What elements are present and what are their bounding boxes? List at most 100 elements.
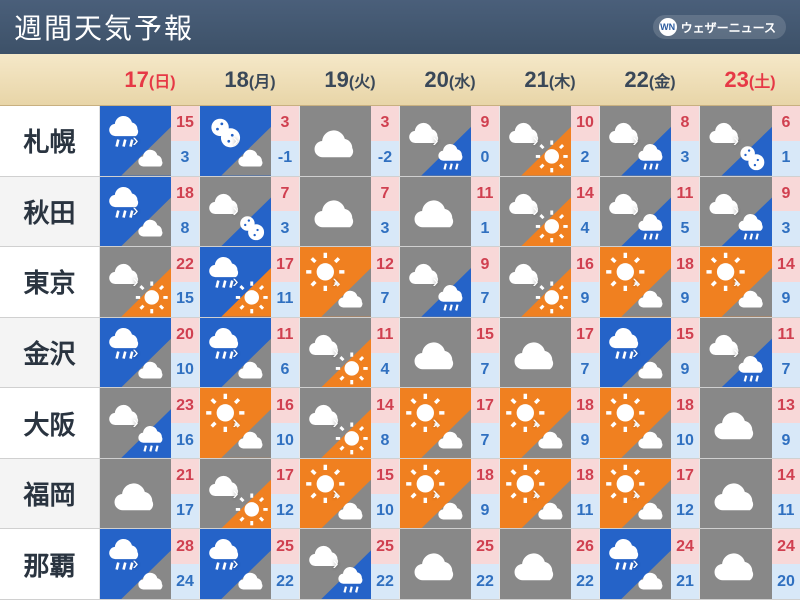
forecast-cell: 11 1	[400, 177, 500, 247]
weather-icon: ›	[300, 318, 371, 388]
city-row: 那覇 › 28 24 › 25 22 › 25 22 25 22 26 22	[0, 529, 800, 600]
temp-low: 9	[571, 282, 599, 317]
weather-icon: ›	[300, 529, 371, 599]
temp-low: 20	[772, 564, 800, 599]
date-header: 20(水)	[400, 54, 500, 105]
temp-low: 5	[671, 211, 699, 246]
forecast-cell: › 18 9	[400, 459, 500, 529]
temp-high: 12	[371, 247, 399, 282]
temp-high: 18	[671, 388, 699, 423]
brand-icon: WN	[659, 18, 677, 36]
forecast-cell: › 20 10	[100, 318, 200, 388]
temp-high: 11	[471, 177, 499, 212]
forecast-cell: › 15 9	[600, 318, 700, 388]
weather-icon: ›	[400, 106, 471, 176]
weather-icon: ›	[400, 247, 471, 317]
forecast-cell: › 18 9	[500, 388, 600, 458]
temp-high: 14	[772, 459, 800, 494]
temp-high: 17	[571, 318, 599, 353]
forecast-cell: › 11 7	[700, 318, 800, 388]
forecast-cell: 14 11	[700, 459, 800, 529]
temp-low: 7	[571, 353, 599, 388]
forecast-cell: › 9 7	[400, 247, 500, 317]
brand-badge: WN ウェザーニュース	[653, 15, 786, 39]
temp-high: 22	[171, 247, 199, 282]
temp-high: 3	[271, 106, 299, 141]
temp-high: 15	[671, 318, 699, 353]
temp-high: 10	[571, 106, 599, 141]
forecast-cell: › 23 16	[100, 388, 200, 458]
weather-icon	[400, 318, 471, 388]
temp-high: 25	[471, 529, 499, 564]
date-header-row: 17(日)18(月)19(火)20(水)21(木)22(金)23(土)	[0, 54, 800, 106]
forecast-cell: 3 -2	[300, 106, 400, 176]
forecast-cell: › 6 1	[700, 106, 800, 176]
temp-high: 28	[171, 529, 199, 564]
forecast-cell: › 7 3	[200, 177, 300, 247]
weather-icon: ›	[400, 459, 471, 529]
temp-high: 18	[571, 459, 599, 494]
temp-low: 3	[171, 141, 199, 176]
city-row: 札幌 › 15 3 › 3 -1 3 -2 › 9 0 › 10	[0, 106, 800, 177]
city-row: 福岡 21 17 › 17 12 › 15 10 › 18 9 ›	[0, 459, 800, 530]
temp-low: 7	[471, 423, 499, 458]
city-label: 大阪	[0, 388, 100, 458]
weather-icon	[700, 459, 772, 529]
temp-high: 11	[671, 177, 699, 212]
temp-low: 9	[671, 353, 699, 388]
weather-icon: ›	[300, 459, 371, 529]
forecast-cell: › 18 8	[100, 177, 200, 247]
temp-low: 10	[371, 494, 399, 529]
weather-icon: ›	[100, 247, 171, 317]
temp-low: -2	[371, 141, 399, 176]
weather-icon	[700, 529, 772, 599]
forecast-cell: 24 20	[700, 529, 800, 599]
forecast-cell: › 15 10	[300, 459, 400, 529]
temp-low: 9	[772, 282, 800, 317]
temp-low: 0	[471, 141, 499, 176]
temp-low: -1	[271, 141, 299, 176]
weather-icon: ›	[200, 459, 271, 529]
temp-high: 14	[371, 388, 399, 423]
temp-low: 9	[772, 423, 800, 458]
temp-low: 22	[271, 564, 299, 599]
temp-low: 8	[371, 423, 399, 458]
temp-high: 11	[371, 318, 399, 353]
temp-low: 7	[772, 353, 800, 388]
forecast-cell: 13 9	[700, 388, 800, 458]
weather-icon: ›	[100, 318, 171, 388]
temp-low: 22	[471, 564, 499, 599]
date-header: 18(月)	[200, 54, 300, 105]
page-title: 週間天気予報	[14, 7, 194, 47]
weather-icon: ›	[700, 177, 772, 247]
city-row: 東京 › 22 15 › 17 11 › 12 7 › 9 7	[0, 247, 800, 318]
forecast-cell: › 11 5	[600, 177, 700, 247]
forecast-cell: › 18 10	[600, 388, 700, 458]
forecast-cell: › 9 0	[400, 106, 500, 176]
forecast-cell: › 17 7	[400, 388, 500, 458]
temp-high: 25	[371, 529, 399, 564]
forecast-cell: › 11 4	[300, 318, 400, 388]
forecast-cell: › 16 10	[200, 388, 300, 458]
weather-forecast-table: 週間天気予報 WN ウェザーニュース 17(日)18(月)19(火)20(水)2…	[0, 0, 800, 600]
temp-low: 1	[471, 211, 499, 246]
date-header: 21(木)	[500, 54, 600, 105]
date-header: 23(土)	[700, 54, 800, 105]
weather-icon: ›	[200, 247, 271, 317]
temp-low: 3	[671, 141, 699, 176]
weather-icon: ›	[600, 247, 671, 317]
weather-icon: ›	[200, 318, 271, 388]
weather-icon: ›	[100, 106, 171, 176]
temp-high: 11	[271, 318, 299, 353]
weather-icon: ›	[300, 388, 371, 458]
weather-icon: ›	[600, 388, 671, 458]
city-row: 金沢 › 20 10 › 11 6 › 11 4 15 7 17 7	[0, 318, 800, 389]
weather-icon: ›	[400, 388, 471, 458]
weather-icon: ›	[100, 177, 171, 247]
weather-icon: ›	[100, 529, 171, 599]
temp-low: 11	[772, 494, 800, 529]
temp-low: 9	[671, 282, 699, 317]
weather-icon: ›	[500, 177, 571, 247]
date-header: 22(金)	[600, 54, 700, 105]
temp-low: 22	[571, 564, 599, 599]
